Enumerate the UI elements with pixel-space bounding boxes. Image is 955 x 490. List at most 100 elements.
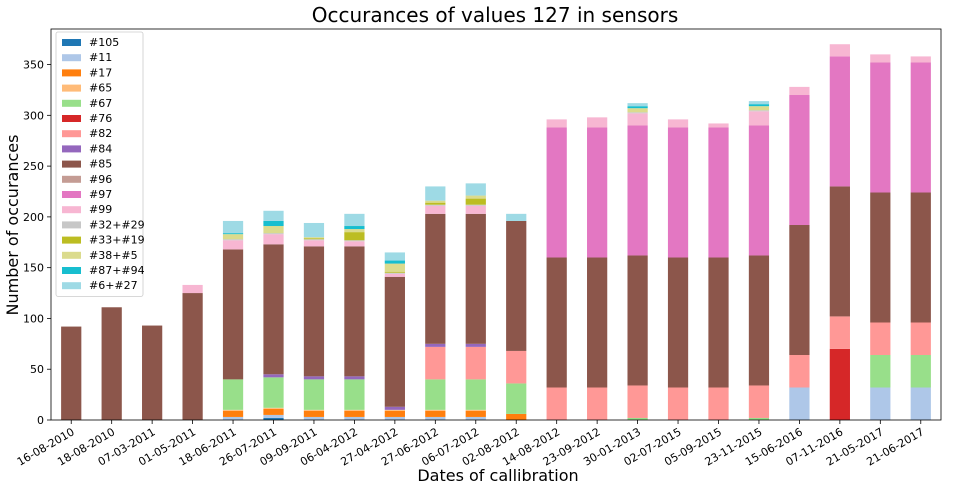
legend-swatch	[62, 160, 81, 168]
bar-segment	[222, 234, 244, 240]
bar-segment	[506, 350, 527, 384]
legend-swatch	[62, 206, 81, 214]
bar-segment	[344, 379, 365, 410]
bar-segment	[384, 406, 405, 410]
bar-segment	[425, 202, 446, 205]
bar-segment	[142, 325, 163, 420]
bar-segment	[384, 271, 405, 273]
bar-segment	[344, 410, 365, 417]
y-tick-label: 300	[23, 109, 44, 122]
bar-segment	[627, 417, 648, 420]
bar-segment	[222, 379, 244, 410]
legend-swatch	[62, 267, 81, 274]
chart-title: Occurances of values 127 in sensors	[312, 3, 679, 27]
bar-segment	[465, 409, 486, 411]
bar-segment	[748, 385, 770, 418]
bar-segment	[748, 101, 770, 105]
bar-segment	[910, 387, 931, 420]
legend-swatch	[62, 221, 81, 229]
bar-segment	[425, 200, 446, 203]
bar-segment	[910, 192, 931, 323]
bar-segment	[587, 117, 608, 128]
y-tick-label: 150	[23, 262, 44, 275]
bar-segment	[465, 198, 486, 205]
bar-segment	[546, 127, 567, 258]
legend-entry: #82	[89, 127, 112, 140]
bar-segment	[627, 108, 648, 113]
bar-segment	[344, 229, 365, 233]
bar-segment	[384, 260, 405, 264]
plot-frame	[50, 28, 942, 421]
bar-segment	[425, 204, 446, 206]
legend-entry: #33+#19	[89, 234, 145, 247]
bar-segment	[667, 119, 689, 128]
bar-segment	[789, 387, 810, 420]
bar-segment	[870, 62, 891, 193]
legend-entry: #32+#29	[89, 218, 145, 231]
x-axis-label: Dates of callibration	[417, 466, 578, 485]
bar-segment	[263, 244, 284, 375]
bar-segment	[263, 414, 284, 418]
bar-segment	[303, 376, 325, 380]
bar-segment	[910, 355, 931, 388]
bar-segment	[263, 210, 284, 221]
bar-segment	[425, 205, 446, 214]
legend-entry: #38+#5	[89, 249, 138, 262]
bar-segment	[748, 110, 770, 112]
bar-segment	[748, 104, 770, 107]
legend-swatch	[62, 39, 81, 46]
bar-segment	[303, 246, 325, 377]
bar-segment	[344, 240, 365, 242]
bar-segment	[667, 127, 689, 258]
bar-segment	[465, 204, 486, 206]
legend-entry: #85	[89, 158, 112, 171]
bar-segment	[425, 346, 446, 380]
bar-segment	[344, 241, 365, 247]
bar-segment	[263, 234, 284, 245]
legend-entry: #11	[89, 51, 112, 64]
bar-segment	[506, 413, 527, 420]
bar-segment	[870, 355, 891, 388]
bar-segment	[465, 410, 486, 417]
bar-segment	[61, 326, 82, 420]
bar-segment	[384, 272, 405, 274]
bar-segment	[829, 56, 850, 187]
bar-segment	[748, 255, 770, 386]
y-axis-label: Number of occurances	[3, 135, 22, 316]
y-tick-label: 350	[23, 59, 44, 72]
bar-segment	[263, 417, 284, 420]
legend-entry: #97	[89, 188, 112, 201]
bar-segment	[465, 213, 486, 344]
bar-segment	[789, 225, 810, 355]
bar-segment	[384, 273, 405, 277]
bar-segment	[708, 257, 729, 388]
bar-segment	[303, 379, 325, 410]
legend-swatch	[62, 191, 81, 198]
bar-segment	[667, 387, 689, 420]
bar-segment	[182, 293, 203, 420]
bar-segment	[222, 249, 244, 380]
legend-entry: #17	[89, 66, 112, 79]
bar-segment	[263, 377, 284, 408]
bar-segment	[708, 123, 729, 128]
legend-entry: #76	[89, 112, 112, 125]
y-tick-label: 200	[23, 211, 44, 224]
legend-swatch	[62, 115, 81, 122]
bar-segment	[870, 387, 891, 420]
legend-swatch	[62, 84, 81, 92]
bar-segment	[627, 125, 648, 256]
legend-swatch	[62, 236, 81, 244]
bar-segment	[263, 374, 284, 378]
bar-segment	[182, 284, 203, 294]
bar-segment	[384, 416, 405, 420]
bar-segment	[303, 238, 325, 240]
bar-segment	[870, 54, 891, 63]
bar-segment	[344, 246, 365, 377]
legend-entry: #87+#94	[89, 264, 145, 277]
bar-segment	[303, 222, 325, 238]
bar-segment	[344, 213, 365, 227]
bar-segment	[506, 213, 527, 221]
bar-segment	[506, 383, 527, 414]
bar-segment	[587, 257, 608, 388]
